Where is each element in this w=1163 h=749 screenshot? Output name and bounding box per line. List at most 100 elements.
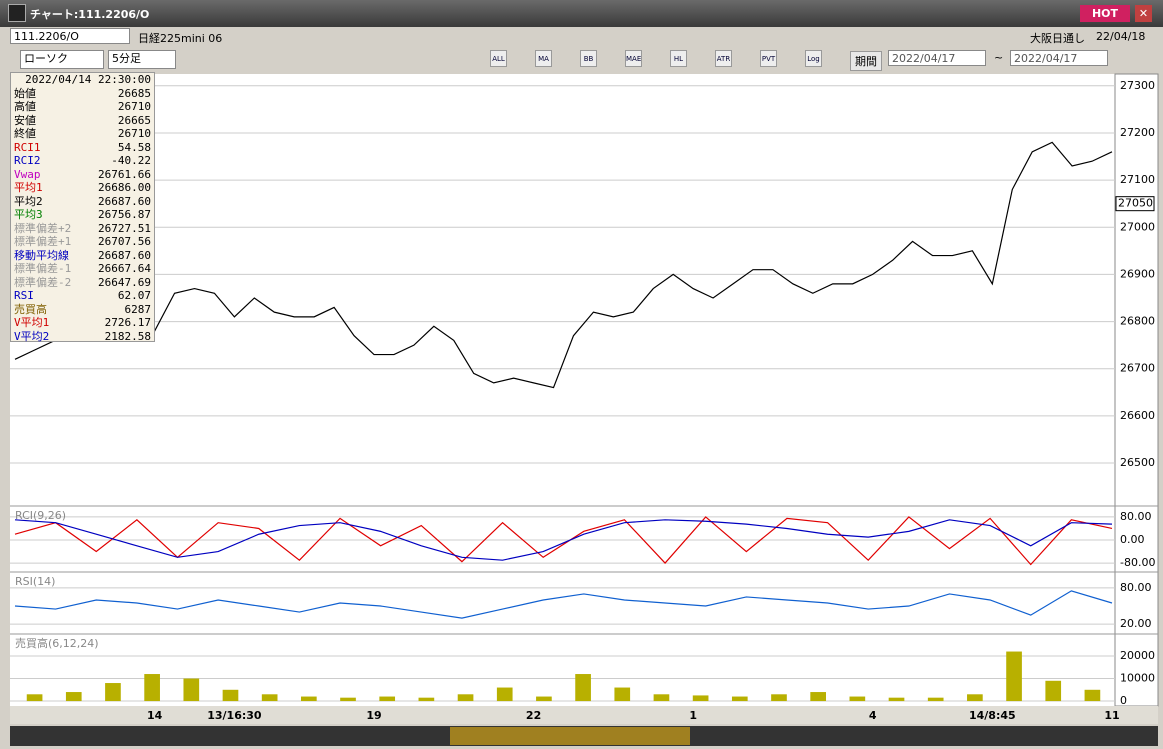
symbol-name: 日経225mini 06 (138, 32, 223, 45)
chart-kind-select[interactable]: ローソク (20, 50, 104, 69)
dw-value: 26727.51 (98, 221, 151, 235)
dw-row: V平均2 2182.58 (11, 330, 154, 344)
dw-label: 標準偏差+2 (14, 221, 72, 235)
panel-label: RCI(9,26) (15, 509, 66, 522)
volume-bar (536, 696, 552, 702)
y-tick-label: -80.00 (1120, 556, 1155, 569)
dw-value: 26710 (117, 127, 151, 140)
volume-bar (692, 695, 709, 702)
separator: ~ (994, 51, 1004, 64)
dw-value: 26665 (117, 113, 151, 127)
dw-label: 標準偏差-2 (14, 275, 72, 289)
dw-row: 売買高 6287 (11, 303, 154, 317)
dw-label: V平均2 (14, 329, 50, 343)
hot-button[interactable]: HOT (1080, 5, 1130, 22)
panel-label: 売買高(6,12,24) (15, 636, 99, 650)
tool-icon[interactable]: MAE (625, 50, 642, 67)
dw-row: RCI1 54.58 (11, 141, 154, 155)
dw-label: 標準偏差-1 (14, 262, 72, 275)
interval-select[interactable]: 5分足 (108, 50, 176, 69)
dw-value: 26647.69 (98, 275, 151, 289)
dw-row: 標準偏差-1 26667.64 (11, 262, 154, 276)
dw-label: RCI1 (14, 140, 41, 154)
dw-value: 6287 (124, 302, 152, 316)
volume-bar (927, 697, 944, 702)
dw-value: 26667.64 (98, 262, 151, 275)
y-tick-label: 0.00 (1120, 533, 1145, 546)
volume-bar (26, 694, 43, 702)
tool-icon[interactable]: BB (580, 50, 597, 67)
dw-label: 安値 (14, 113, 36, 127)
from-date[interactable]: 2022/04/17 (888, 50, 986, 66)
close-button[interactable]: ✕ (1135, 5, 1152, 22)
y-tick-label: 26800 (1120, 315, 1155, 328)
y-tick-label: 26700 (1120, 362, 1155, 375)
volume-bar (614, 687, 631, 702)
to-date[interactable]: 2022/04/17 (1010, 50, 1108, 66)
x-axis-bg (10, 706, 1158, 724)
axis-bg (1114, 73, 1159, 707)
y-tick-label: 26600 (1120, 409, 1155, 422)
volume-bar (731, 696, 748, 702)
dw-label: 売買高 (14, 302, 47, 316)
tool-icon[interactable]: ATR (715, 50, 732, 67)
app-icon (8, 4, 26, 22)
dw-value: 54.58 (117, 140, 151, 154)
dw-label: RCI2 (14, 154, 41, 167)
y-tick-label: 26900 (1120, 267, 1155, 280)
y-tick-label: 27300 (1120, 79, 1155, 92)
dw-label: 移動平均線 (14, 248, 69, 262)
dw-row: 始値 26685 (11, 87, 154, 101)
volume-bar (1045, 680, 1062, 702)
dw-label: 始値 (14, 86, 36, 100)
volume-bar (888, 697, 905, 702)
y-tick-label: 20000 (1120, 649, 1155, 662)
dw-value: 26686.00 (98, 181, 151, 194)
volume-bar (222, 689, 239, 702)
series-line (14, 516, 1113, 566)
volume-bar (653, 694, 670, 702)
last-price-box (1115, 196, 1155, 212)
y-tick-label: 27100 (1120, 173, 1155, 186)
session: 大阪日通し (1030, 32, 1085, 45)
y-tick-label: 27000 (1120, 220, 1155, 233)
tool-icon[interactable]: ALL (490, 50, 507, 67)
y-tick-label: 27200 (1120, 126, 1155, 139)
dw-row: 終値 26710 (11, 127, 154, 141)
x-tick-label: 11 (1104, 709, 1119, 722)
date: 22/04/18 (1096, 30, 1146, 43)
series-line (14, 590, 1113, 619)
tool-icon[interactable]: PVT (760, 50, 777, 67)
dw-value: 26687.60 (98, 194, 151, 208)
period-button[interactable]: 期間 (850, 51, 882, 71)
dw-row: Vwap 26761.66 (11, 168, 154, 182)
volume-bar (340, 697, 356, 702)
dw-row: 移動平均線 26687.60 (11, 249, 154, 263)
tool-icon[interactable]: Log (805, 50, 822, 67)
volume-bar (967, 694, 983, 702)
volume-bar (1006, 651, 1022, 702)
volume-bar (301, 696, 317, 702)
volume-bar (418, 697, 435, 702)
dw-label: Vwap (14, 167, 41, 181)
y-tick-label: 26500 (1120, 456, 1155, 469)
tool-icon[interactable]: MA (535, 50, 552, 67)
dw-value: 26707.56 (98, 235, 151, 248)
series-line (14, 141, 1113, 389)
volume-bar (457, 694, 474, 702)
y-tick-label: 80.00 (1120, 581, 1152, 594)
series-line (14, 519, 1113, 561)
dw-row: V平均1 2726.17 (11, 316, 154, 330)
symbol-input[interactable]: 111.2206/O (10, 28, 130, 44)
dw-row: RCI2 -40.22 (11, 154, 154, 168)
dw-value: 2182.58 (104, 329, 151, 343)
scroll-thumb[interactable] (450, 727, 690, 745)
dw-label: RSI (14, 289, 34, 302)
volume-bar (849, 696, 866, 702)
dw-row: 標準偏差-2 26647.69 (11, 276, 154, 290)
volume-bar (810, 692, 826, 702)
tool-icon[interactable]: HL (670, 50, 687, 67)
y-tick-label: 80.00 (1120, 510, 1152, 523)
dw-value: 26761.66 (98, 167, 151, 181)
